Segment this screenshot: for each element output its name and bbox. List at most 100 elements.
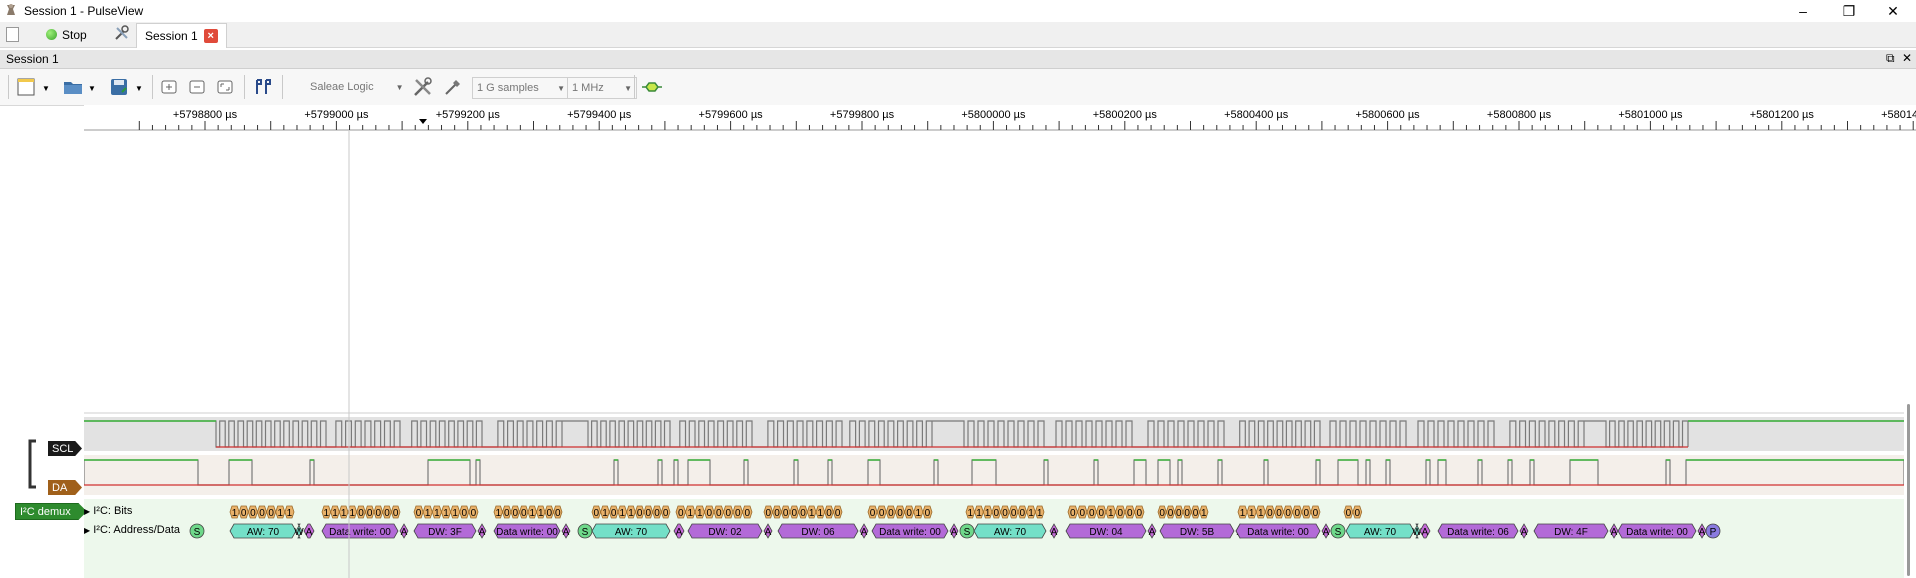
expand-arrow-icon[interactable]: ▶ bbox=[84, 526, 91, 535]
session-dock-header: Session 1 ⧉ ✕ bbox=[0, 50, 1916, 69]
bit-value: 0 bbox=[367, 508, 373, 519]
bit-value: 1 bbox=[818, 508, 824, 519]
decode-annotation-d bbox=[321, 523, 399, 539]
bit-value: 0 bbox=[706, 508, 712, 519]
device-selector[interactable]: Saleae Logic ▼ bbox=[310, 77, 404, 97]
ruler-tick-label: +5801200 µs bbox=[1750, 109, 1815, 121]
tab-session-1[interactable]: Session 1 × bbox=[136, 23, 227, 48]
bit-value: 0 bbox=[1020, 508, 1026, 519]
open-file-button[interactable] bbox=[62, 76, 84, 98]
new-view-dropdown-icon[interactable]: ▼ bbox=[42, 84, 50, 93]
bit-value: 0 bbox=[1294, 508, 1300, 519]
device-config-button[interactable] bbox=[412, 76, 434, 98]
bit-value: 0 bbox=[725, 508, 731, 519]
decode-annotation-a bbox=[859, 523, 869, 539]
ruler-tick-label: +5799400 µs bbox=[567, 109, 632, 121]
vertical-scrollbar[interactable] bbox=[1907, 404, 1910, 576]
bit-value: 0 bbox=[744, 508, 750, 519]
session-toolbar: ▼ ▼ ▼ Saleae Logic ▼ 1 G samples ▼ 1 MHz… bbox=[0, 69, 1916, 106]
bit-value: 1 bbox=[976, 508, 982, 519]
decode-annotation-text: Data write: 00 bbox=[1247, 527, 1309, 538]
decode-annotation-text: S bbox=[582, 527, 589, 538]
chevron-down-icon: ▼ bbox=[624, 83, 632, 93]
decode-annotation-text: Data write: 00 bbox=[496, 527, 558, 538]
bit-annotation bbox=[832, 505, 843, 519]
cursors-button[interactable] bbox=[252, 76, 274, 98]
bit-value: 0 bbox=[646, 508, 652, 519]
new-session-tab-button[interactable] bbox=[6, 25, 19, 44]
bit-value: 1 bbox=[628, 508, 634, 519]
dock-float-button[interactable]: ⧉ bbox=[1886, 51, 1895, 65]
bit-value: 1 bbox=[620, 508, 626, 519]
ruler-tick-label: +5799200 µs bbox=[436, 109, 501, 121]
open-dropdown-icon[interactable]: ▼ bbox=[88, 84, 96, 93]
bit-value: 1 bbox=[1258, 508, 1264, 519]
channel-header-pane: SCL DA I²C demux bbox=[0, 131, 87, 578]
decode-annotation-text: DW: 4F bbox=[1554, 527, 1588, 538]
close-window-button[interactable]: ✕ bbox=[1887, 2, 1899, 19]
decode-annotation-d bbox=[1235, 523, 1321, 539]
decode-annotation-text: A bbox=[479, 527, 486, 538]
bit-value: 0 bbox=[783, 508, 789, 519]
bit-annotation bbox=[1034, 505, 1045, 519]
ruler-tick-label: +5800200 µs bbox=[1093, 109, 1158, 121]
sample-rate-label: 1 MHz bbox=[572, 82, 604, 94]
session-tab-label: Session 1 bbox=[145, 29, 198, 43]
decode-annotation-text: A bbox=[1521, 527, 1528, 538]
close-tab-icon[interactable]: × bbox=[203, 29, 218, 43]
decode-annotation-a bbox=[1519, 523, 1529, 539]
probe-config-button[interactable] bbox=[442, 76, 464, 98]
decode-annotation-d bbox=[413, 523, 477, 539]
bit-value: 1 bbox=[425, 508, 431, 519]
decode-annotation-s bbox=[1330, 523, 1346, 539]
add-decoder-button[interactable] bbox=[640, 76, 662, 98]
dock-close-button[interactable]: ✕ bbox=[1902, 51, 1913, 65]
minimize-button[interactable]: – bbox=[1799, 3, 1807, 19]
new-view-button[interactable] bbox=[16, 76, 38, 98]
bit-value: 0 bbox=[512, 508, 518, 519]
bit-value: 0 bbox=[1159, 508, 1165, 519]
ruler-marker-icon bbox=[419, 119, 427, 124]
decode-annotation-text: DW: 02 bbox=[708, 527, 742, 538]
decode-annotation-text: A bbox=[1422, 527, 1429, 538]
stop-button[interactable]: Stop bbox=[46, 25, 87, 44]
stop-label: Stop bbox=[62, 27, 87, 42]
session-tools-button[interactable] bbox=[114, 25, 130, 44]
decode-annotation-a bbox=[763, 523, 773, 539]
bit-value: 0 bbox=[888, 508, 894, 519]
maximize-button[interactable]: ❐ bbox=[1842, 2, 1856, 19]
bit-value: 1 bbox=[602, 508, 608, 519]
green-status-icon bbox=[46, 29, 57, 40]
save-dropdown-icon[interactable]: ▼ bbox=[135, 84, 143, 93]
decode-annotation-s bbox=[189, 523, 205, 539]
scl-channel-label[interactable]: SCL bbox=[48, 441, 82, 456]
decode-annotation-aw bbox=[973, 523, 1047, 539]
zoom-in-button[interactable] bbox=[158, 76, 180, 98]
bit-value: 0 bbox=[1127, 508, 1133, 519]
time-ruler[interactable]: +5798800 µs +5799000 µs +5799200 µs +579940… bbox=[84, 105, 1916, 131]
expand-arrow-icon[interactable]: ▶ bbox=[84, 507, 91, 516]
bit-value: 1 bbox=[495, 508, 501, 519]
decode-annotation-d bbox=[777, 523, 859, 539]
sda-channel-label[interactable]: DA bbox=[48, 480, 82, 495]
bit-value: 1 bbox=[332, 508, 338, 519]
folder-icon bbox=[64, 82, 82, 94]
bit-annotation bbox=[1310, 505, 1321, 519]
bit-value: 0 bbox=[462, 508, 468, 519]
bit-annotation bbox=[468, 505, 479, 519]
sample-count-selector[interactable]: 1 G samples ▼ bbox=[472, 77, 570, 99]
zoom-fit-button[interactable] bbox=[214, 76, 236, 98]
i2c-demux-decoder-label[interactable]: I²C demux bbox=[15, 503, 87, 520]
decode-annotation-d bbox=[1437, 523, 1519, 539]
save-file-button[interactable] bbox=[108, 76, 130, 98]
bit-value: 0 bbox=[1193, 508, 1199, 519]
zoom-out-button[interactable] bbox=[186, 76, 208, 98]
bits-row-label[interactable]: ▶ I²C: Bits bbox=[84, 505, 132, 517]
decode-annotation-d bbox=[687, 523, 763, 539]
sample-rate-selector[interactable]: 1 MHz ▼ bbox=[567, 77, 637, 99]
bit-value: 0 bbox=[1355, 508, 1361, 519]
addr-data-row-label[interactable]: ▶ I²C: Address/Data bbox=[84, 524, 180, 536]
decode-annotation-text: A bbox=[1611, 527, 1618, 538]
bit-value: 0 bbox=[1136, 508, 1142, 519]
